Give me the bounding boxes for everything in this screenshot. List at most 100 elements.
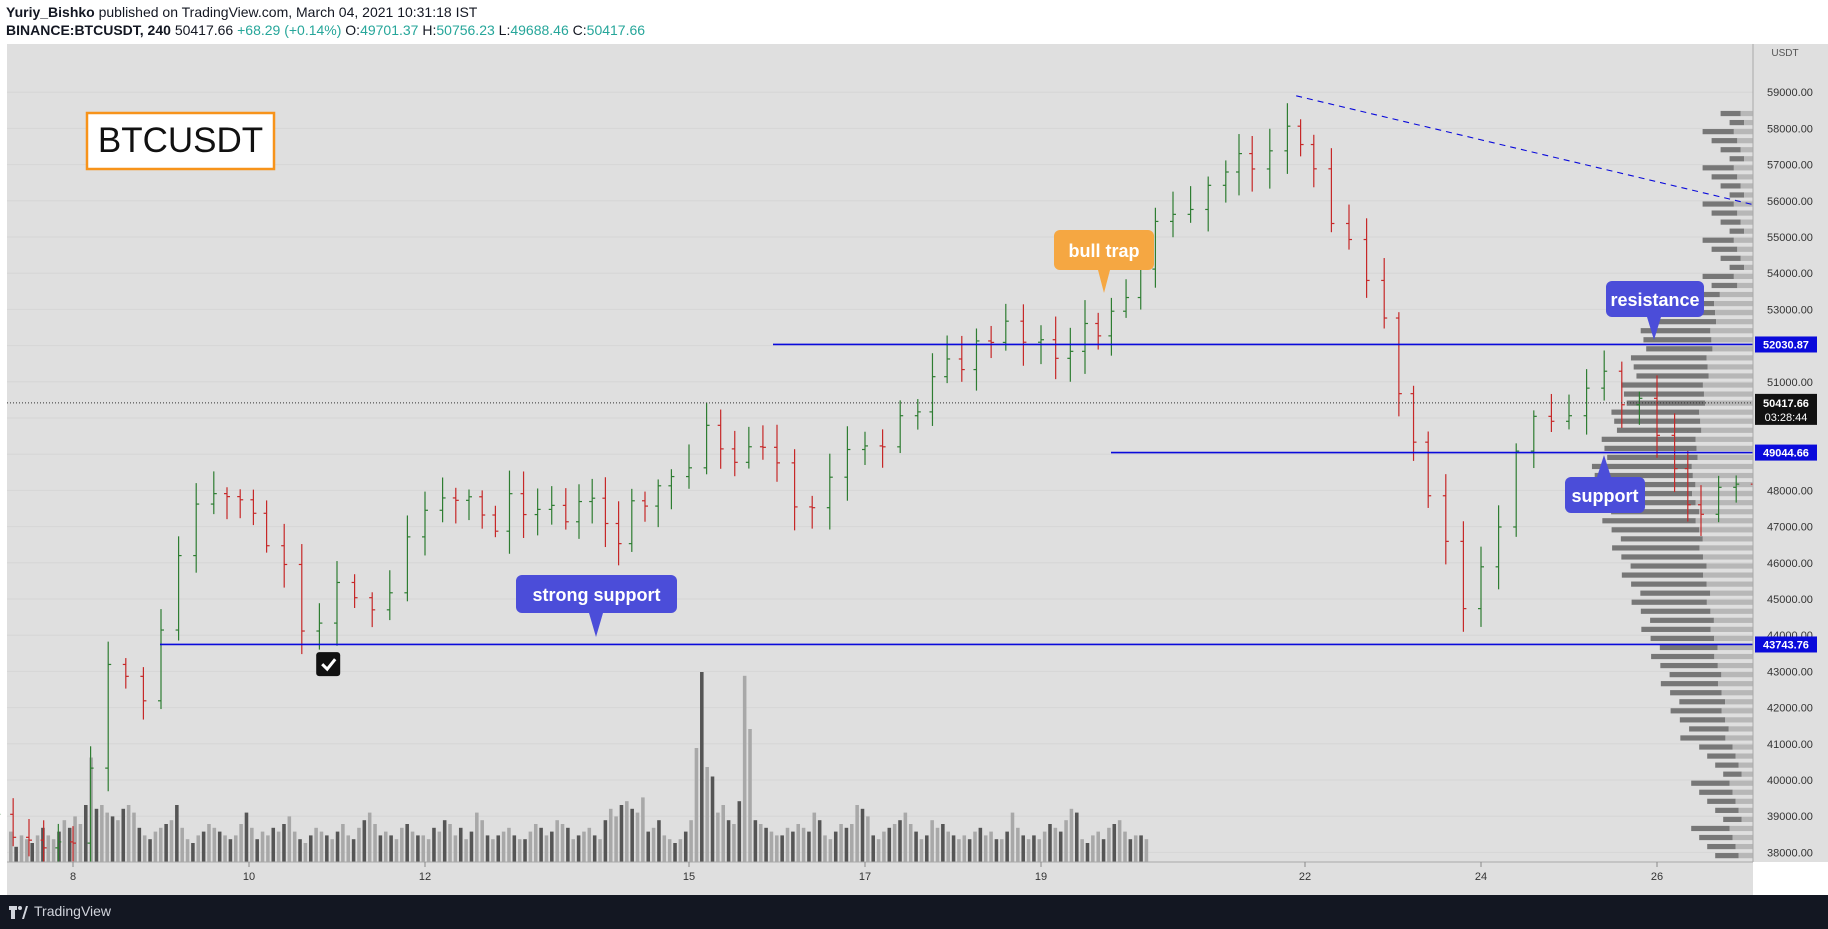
profile-bar-up: [1715, 807, 1739, 813]
volume-bar: [1123, 831, 1127, 862]
profile-bar-down: [1740, 147, 1753, 153]
profile-bar-down: [1711, 337, 1753, 343]
volume-bar: [201, 831, 206, 862]
profile-bar-down: [1725, 717, 1753, 723]
profile-bar-down: [1719, 291, 1753, 298]
price-tick-label: 39000.00: [1767, 811, 1813, 823]
profile-bar-up: [1651, 653, 1715, 660]
volume-bar: [357, 827, 361, 862]
volume-bar: [850, 824, 854, 862]
candle-up: [210, 471, 217, 515]
low-label: L:: [498, 22, 511, 38]
candle-down: [520, 471, 527, 538]
profile-bar-down: [1692, 491, 1753, 497]
price-tick-label: 56000.00: [1767, 196, 1813, 208]
volume-bar: [330, 839, 334, 862]
profile-bar-up: [1631, 581, 1707, 587]
profile-bar-down: [1740, 219, 1753, 225]
profile-bar-up: [1723, 816, 1742, 823]
author-name[interactable]: Yuriy_Bishko: [6, 4, 95, 20]
candle-up: [158, 609, 164, 710]
volume-bar: [603, 820, 608, 862]
candle-down: [988, 325, 995, 359]
profile-bar-up: [1702, 165, 1734, 171]
volume-bar: [796, 824, 801, 862]
level-price-tag-text: 49044.66: [1763, 448, 1809, 460]
volume-bar: [244, 812, 249, 862]
strong-support-callout-bubble: [516, 575, 677, 613]
candle-up: [1108, 297, 1115, 356]
volume-bar: [694, 748, 699, 862]
profile-bar-up: [1707, 753, 1736, 759]
volume-bar: [614, 816, 618, 862]
bar-countdown: 03:28:44: [1765, 412, 1808, 424]
volume-bar: [726, 820, 731, 862]
candle-down: [1346, 204, 1352, 250]
candle-down: [263, 500, 270, 553]
volume-bar: [185, 839, 190, 862]
volume-bar: [903, 812, 908, 862]
profile-bar-down: [1703, 572, 1753, 578]
profile-bar-down: [1706, 355, 1753, 361]
candle-up: [1478, 546, 1484, 627]
level-price-tag-text: 52030.87: [1763, 339, 1809, 351]
volume-bar: [51, 839, 56, 862]
volume-bar: [405, 824, 409, 862]
volume-bar: [142, 835, 147, 862]
candle-down: [1395, 312, 1402, 417]
volume-bar: [1091, 835, 1095, 862]
volume-bar: [266, 835, 270, 862]
tradingview-logo-icon[interactable]: [8, 903, 28, 921]
volume-bar: [400, 827, 404, 862]
profile-bar-up: [1711, 282, 1738, 289]
candle-up: [944, 335, 951, 384]
profile-bar-up: [1607, 454, 1698, 461]
time-tick-label: 22: [1299, 871, 1311, 883]
volume-bar: [282, 824, 286, 862]
candle-down: [1297, 119, 1304, 157]
last-price: 50417.66: [174, 22, 234, 38]
tradingview-brand[interactable]: TradingView: [34, 903, 112, 919]
candle-down: [281, 523, 288, 588]
profile-bar-up: [1720, 219, 1741, 225]
volume-bar: [576, 835, 581, 862]
volume-bar: [116, 820, 120, 862]
profile-bar-down: [1733, 129, 1753, 135]
volume-bar: [325, 835, 329, 862]
volume-bar: [351, 839, 356, 862]
volume-bar: [158, 827, 163, 862]
symbol-box-text: BTCUSDT: [98, 121, 263, 160]
profile-bar-down: [1691, 463, 1753, 470]
profile-bar-down: [1714, 635, 1753, 642]
volume-bar: [41, 827, 45, 862]
volume-bar: [175, 805, 179, 862]
time-axis[interactable]: [7, 862, 1753, 895]
bull-trap-callout: bull trap: [1054, 230, 1154, 293]
profile-bar-down: [1696, 445, 1753, 451]
candle-up: [1170, 191, 1176, 238]
price-tick-label: 55000.00: [1767, 232, 1813, 244]
open-value: 49701.37: [360, 22, 419, 38]
strong-support-callout: strong support: [516, 575, 677, 637]
profile-bar-up: [1711, 210, 1738, 216]
profile-bar-down: [1729, 825, 1753, 832]
volume-bar: [667, 839, 672, 862]
volume-bar: [833, 831, 838, 862]
profile-bar-down: [1738, 762, 1753, 768]
symbol-box-frame: [85, 111, 276, 171]
profile-bar-up: [1601, 436, 1696, 442]
candle-down: [615, 501, 622, 566]
profile-bar-down: [1744, 119, 1753, 126]
candle-up: [1583, 369, 1590, 435]
profile-bar-down: [1695, 518, 1753, 524]
candle-up: [1152, 207, 1159, 288]
price-tick-label: 58000.00: [1767, 123, 1813, 135]
price-tick-label: 46000.00: [1767, 558, 1813, 570]
volume-bar: [250, 827, 254, 862]
candle-up: [439, 477, 446, 523]
profile-bar-down: [1706, 581, 1753, 587]
candle-up: [897, 400, 904, 454]
candle-down: [1698, 485, 1704, 537]
profile-bar-down: [1721, 690, 1753, 696]
